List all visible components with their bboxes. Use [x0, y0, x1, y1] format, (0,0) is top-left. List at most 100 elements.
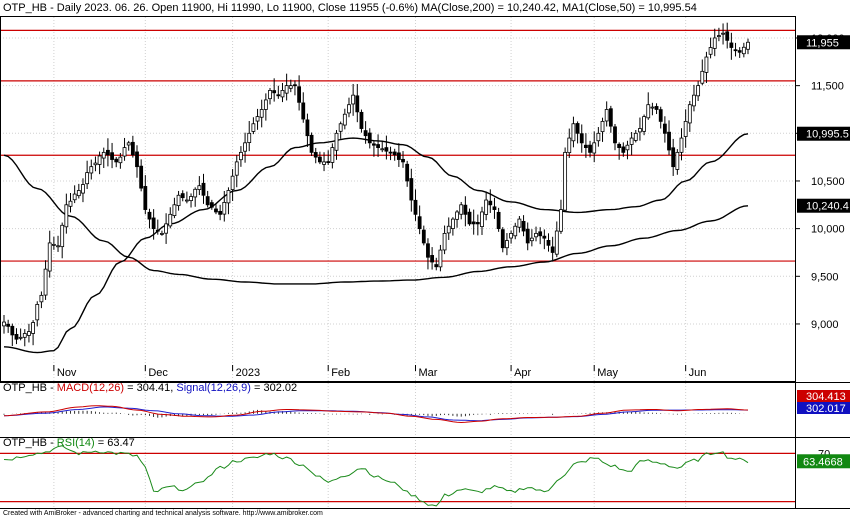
candle-body-76 — [317, 156, 322, 163]
candle-body-27 — [114, 158, 119, 163]
candle-body-57 — [239, 151, 243, 161]
macd-line — [3, 405, 749, 424]
ma50-line — [3, 133, 749, 354]
candle-body-33 — [139, 165, 144, 189]
candle-body-20 — [85, 172, 90, 185]
candle-body-125 — [521, 220, 526, 232]
candle-body-169 — [704, 56, 709, 73]
candle-body-86 — [359, 111, 364, 129]
macd-header-value: = 304.41, — [127, 382, 176, 394]
candle-body-83 — [347, 104, 351, 114]
candle-body-158 — [658, 109, 663, 122]
candle-body-109 — [455, 211, 459, 220]
rsi-header: OTP_HB - RSI(14) = 63.47 — [3, 437, 135, 449]
candle-body-60 — [251, 123, 256, 132]
candle-body-82 — [342, 113, 347, 126]
candle-body-41 — [172, 204, 177, 216]
x-tick-label-Dec: Dec — [148, 367, 168, 379]
y-tick-label-9000: 9,000 — [811, 319, 839, 331]
candle-body-124 — [517, 218, 522, 228]
x-tick-label-Mar: Mar — [418, 367, 437, 379]
candle-body-134 — [559, 209, 563, 232]
candle-body-112 — [467, 211, 472, 225]
candle-body-28 — [118, 156, 123, 164]
candle-body-164 — [683, 120, 688, 137]
candle-body-165 — [687, 104, 692, 124]
candle-body-62 — [259, 109, 264, 118]
frame-layer — [0, 16, 850, 509]
candle-body-66 — [276, 94, 281, 97]
x-tick-label-2023: 2023 — [236, 367, 260, 379]
candle-body-81 — [338, 123, 343, 132]
candle-body-175 — [729, 42, 734, 48]
footer-credit: Created with AmiBroker - advanced charti… — [3, 510, 323, 517]
candle-body-40 — [168, 213, 173, 227]
candle-body-18 — [76, 190, 81, 197]
candle-body-69 — [288, 85, 293, 89]
candle-body-157 — [654, 106, 659, 110]
candle-body-74 — [309, 134, 314, 153]
candle-body-141 — [588, 144, 592, 153]
candle-body-156 — [650, 106, 655, 109]
candle-body-132 — [550, 246, 555, 253]
candle-body-176 — [733, 49, 738, 52]
y-tick-label-10000: 10,000 — [811, 224, 845, 236]
candle-body-84 — [351, 94, 356, 105]
candle-body-104 — [434, 264, 439, 268]
candle-body-178 — [741, 46, 746, 55]
ma50-price-label-box — [797, 126, 850, 141]
signal-value-label: 302.017 — [806, 403, 846, 415]
candle-body-25 — [106, 149, 110, 156]
candle-body-9 — [39, 294, 44, 303]
candle-body-15 — [64, 204, 69, 228]
price-panel-frame — [0, 16, 796, 382]
candle-body-153 — [638, 128, 642, 133]
rsi-header-prefix: OTP_HB - — [3, 437, 57, 449]
candle-body-130 — [542, 235, 547, 239]
candle-body-55 — [230, 175, 235, 190]
candle-body-114 — [475, 222, 480, 225]
candle-body-96 — [401, 158, 405, 163]
candle-body-70 — [293, 84, 297, 87]
x-tick-label-Nov: Nov — [57, 367, 77, 379]
candle-body-93 — [388, 151, 393, 154]
candle-body-168 — [700, 70, 705, 84]
candle-body-54 — [226, 190, 231, 204]
candle-body-152 — [633, 132, 638, 141]
candle-body-118 — [492, 206, 497, 210]
candle-body-148 — [617, 143, 622, 149]
candle-body-143 — [596, 132, 601, 142]
main-header: OTP_HB - Daily 2023. 06. 26. Open 11900,… — [3, 2, 697, 14]
candle-body-116 — [484, 199, 489, 215]
candle-body-21 — [89, 166, 94, 174]
candle-body-105 — [438, 249, 443, 268]
candle-body-127 — [529, 237, 534, 242]
text-layer: Nov Dec 2023 Feb Mar Apr May Jun 9,000 9,500 10,00… — [57, 33, 850, 469]
rsi-header-name: RSI(14) — [57, 437, 95, 449]
candle-body-24 — [101, 151, 106, 159]
y-tick-label-11500: 11,500 — [811, 81, 844, 93]
candle-body-90 — [376, 144, 380, 149]
candle-body-85 — [355, 95, 360, 113]
candle-body-89 — [372, 143, 376, 146]
rsi-line — [3, 445, 749, 507]
candle-body-32 — [135, 151, 139, 168]
candle-body-50 — [209, 202, 214, 208]
ma200-price-label-box — [797, 198, 850, 213]
ma50-price-label: 10,995.5 — [806, 129, 849, 141]
candle-body-23 — [97, 155, 102, 165]
candle-body-30 — [126, 142, 131, 146]
candle-body-35 — [147, 211, 152, 220]
candle-body-151 — [629, 137, 634, 145]
candle-body-4 — [18, 336, 23, 339]
candle-body-149 — [621, 146, 626, 153]
candle-body-142 — [592, 142, 597, 154]
candle-body-140 — [583, 144, 588, 149]
signal-header-name: Signal(12,26,9) — [176, 382, 251, 394]
candle-body-91 — [380, 148, 385, 151]
candle-body-8 — [35, 304, 40, 321]
candle-body-63 — [263, 99, 268, 110]
candle-body-108 — [450, 218, 455, 229]
x-tick-label-May: May — [597, 367, 618, 379]
